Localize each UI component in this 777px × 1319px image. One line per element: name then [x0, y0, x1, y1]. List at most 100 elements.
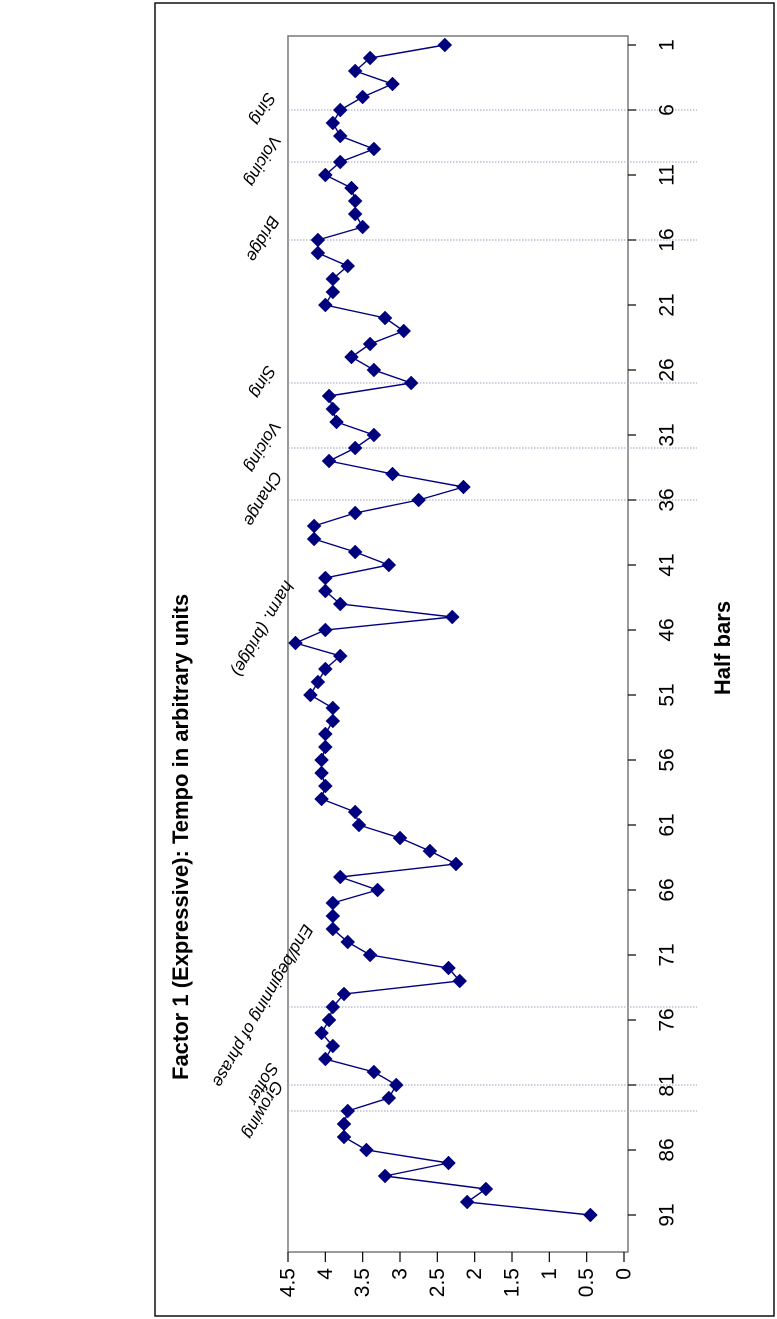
data-point — [336, 1116, 352, 1132]
data-point — [310, 245, 326, 261]
axes: 16111621263136414651566166717681869100.5… — [277, 39, 679, 1297]
y-tick-label: 4.5 — [277, 1268, 300, 1297]
x-axis-label: Half bars — [710, 601, 735, 695]
data-point — [306, 531, 322, 547]
data-point — [347, 544, 363, 560]
data-point — [347, 440, 363, 456]
data-point — [355, 219, 371, 235]
x-tick-label: 46 — [656, 618, 679, 641]
data-point — [325, 999, 341, 1015]
x-tick-label: 26 — [656, 358, 679, 381]
data-point — [332, 154, 348, 170]
data-point — [396, 323, 412, 339]
data-point — [351, 817, 367, 833]
data-point — [362, 947, 378, 963]
data-point — [441, 960, 456, 976]
data-point — [303, 687, 318, 703]
data-point — [314, 765, 329, 781]
x-tick-label: 71 — [656, 943, 679, 966]
data-point — [332, 648, 348, 664]
data-point — [392, 830, 408, 846]
y-tick-label: 1 — [538, 1268, 561, 1280]
data-point — [325, 895, 341, 911]
y-tick-label: 3 — [389, 1268, 412, 1280]
data-point — [377, 310, 393, 326]
section-annotation: Sing — [246, 89, 280, 128]
data-point — [444, 609, 460, 625]
data-point — [381, 557, 397, 573]
data-point — [385, 466, 400, 482]
x-tick-label: 91 — [656, 1203, 679, 1226]
data-point — [366, 141, 382, 157]
data-point — [310, 674, 326, 690]
data-point — [411, 492, 427, 508]
data-point — [478, 1181, 494, 1197]
x-tick-label: 61 — [656, 813, 679, 836]
data-point — [359, 1142, 374, 1158]
data-point — [362, 50, 378, 66]
tempo-series — [288, 37, 598, 1223]
data-point — [403, 375, 419, 391]
data-point — [317, 622, 333, 638]
x-tick-label: 6 — [656, 104, 679, 116]
data-point — [317, 570, 333, 586]
data-point — [321, 388, 337, 404]
data-point — [321, 453, 337, 469]
data-point — [325, 284, 341, 300]
section-annotation: Voicing — [240, 132, 284, 190]
x-tick-label: 66 — [656, 878, 679, 901]
data-point — [344, 349, 359, 365]
data-point — [317, 297, 333, 313]
data-point — [317, 661, 333, 677]
x-tick-label: 56 — [656, 748, 679, 771]
x-tick-label: 41 — [656, 553, 679, 576]
data-point — [317, 167, 333, 183]
x-tick-label: 1 — [656, 39, 679, 51]
data-point — [347, 804, 363, 820]
data-point — [347, 505, 363, 521]
data-point — [336, 1129, 352, 1145]
section-annotation: Bridge — [242, 213, 283, 265]
data-point — [317, 739, 333, 755]
data-point — [344, 180, 359, 196]
data-point — [314, 791, 329, 807]
data-point — [336, 986, 352, 1002]
x-tick-label: 11 — [656, 164, 679, 186]
y-tick-label: 0 — [613, 1268, 636, 1280]
data-point — [452, 973, 468, 989]
data-point — [366, 1064, 382, 1080]
data-point — [340, 258, 356, 274]
data-point — [347, 63, 363, 79]
data-point — [388, 1077, 404, 1093]
section-annotations: SingVoicingBridgeSingVoicingChangeharm. … — [208, 89, 317, 1142]
data-point — [321, 1012, 337, 1028]
data-point — [332, 596, 348, 612]
data-point — [317, 726, 333, 742]
data-point — [385, 76, 400, 92]
data-point — [366, 427, 382, 443]
data-point — [314, 1025, 329, 1041]
y-tick-label: 4 — [314, 1268, 337, 1280]
section-marker-lines — [288, 109, 697, 1112]
data-point — [325, 1038, 341, 1054]
data-point — [448, 856, 464, 872]
data-point — [332, 869, 348, 885]
section-annotation: Change — [240, 468, 286, 529]
data-point — [317, 583, 333, 599]
data-point — [325, 115, 341, 131]
data-point — [381, 1090, 397, 1106]
data-point — [306, 518, 322, 534]
y-tick-label: 0.5 — [575, 1268, 598, 1297]
x-tick-label: 31 — [656, 423, 679, 446]
data-point — [332, 102, 348, 118]
x-tick-label: 76 — [656, 1008, 679, 1031]
y-tick-label: 2.5 — [426, 1268, 449, 1297]
x-tick-label: 86 — [656, 1138, 679, 1161]
data-point — [366, 362, 382, 378]
data-point — [459, 1194, 475, 1210]
plot-area-frame — [287, 35, 629, 1253]
data-point — [370, 882, 385, 898]
data-point — [325, 908, 341, 924]
x-tick-label: 51 — [656, 683, 679, 706]
